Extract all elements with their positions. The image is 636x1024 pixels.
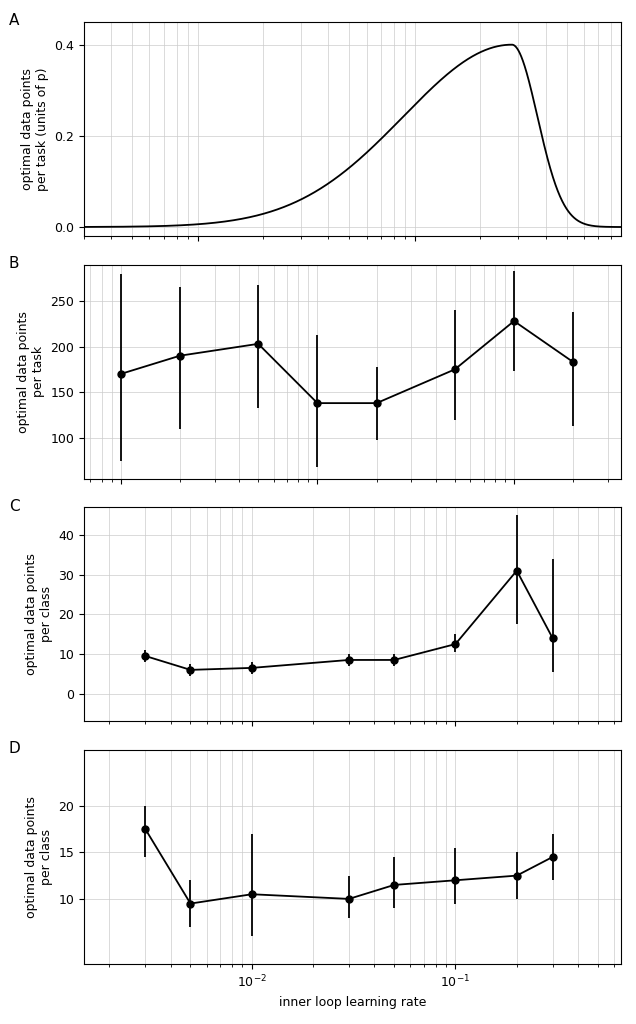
Text: D: D <box>9 741 20 757</box>
Y-axis label: optimal data points
per task (units of p): optimal data points per task (units of p… <box>21 68 49 190</box>
Y-axis label: optimal data points
per task: optimal data points per task <box>17 310 45 432</box>
Text: A: A <box>9 13 19 29</box>
Y-axis label: optimal data points
per class: optimal data points per class <box>25 553 53 675</box>
Text: B: B <box>9 256 19 271</box>
Text: C: C <box>9 499 20 514</box>
X-axis label: inner loop learning rate: inner loop learning rate <box>279 996 426 1009</box>
Y-axis label: optimal data points
per class: optimal data points per class <box>25 796 53 918</box>
